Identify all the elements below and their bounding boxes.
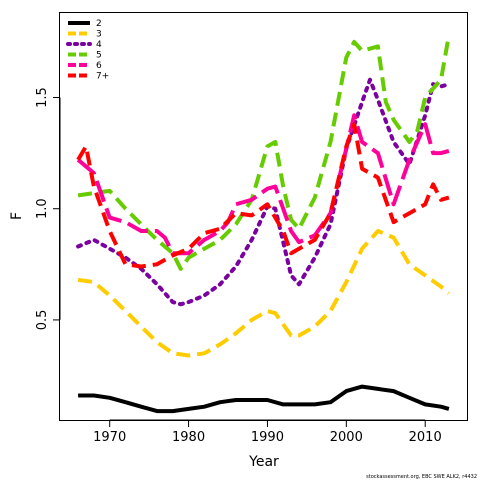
- y-tick-label: 1.5: [35, 87, 50, 108]
- legend-label: 6: [96, 61, 102, 71]
- x-tick-label: 1990: [251, 430, 284, 445]
- y-axis-title: F: [9, 212, 25, 220]
- legend-label: 2: [96, 19, 102, 29]
- legend-label: 3: [96, 30, 102, 40]
- x-tick-label: 2010: [409, 430, 442, 445]
- axis-layer: 1970 1980 1990 2000 2010 0.5 1.0 1.5: [35, 87, 442, 445]
- footer-credit: stockassessment.org, EBC SWE ALK2, r4432: [366, 474, 477, 480]
- legend-label: 7+: [96, 72, 109, 82]
- x-tick-label: 1980: [172, 430, 205, 445]
- series-line-3: [77, 229, 451, 358]
- series-line-7plus: [76, 122, 450, 269]
- legend-label: 4: [96, 40, 102, 50]
- x-tick-label: 2000: [330, 430, 363, 445]
- x-tick-label: 1970: [93, 430, 126, 445]
- series-line-2: [78, 384, 450, 414]
- y-tick-label: 0.5: [35, 310, 50, 331]
- series-line-5: [77, 34, 451, 271]
- series-line-6: [76, 113, 450, 256]
- x-axis-title: Year: [248, 454, 279, 470]
- y-tick-label: 1.0: [35, 198, 50, 219]
- series-layer: [76, 34, 451, 414]
- legend-label: 5: [96, 51, 102, 61]
